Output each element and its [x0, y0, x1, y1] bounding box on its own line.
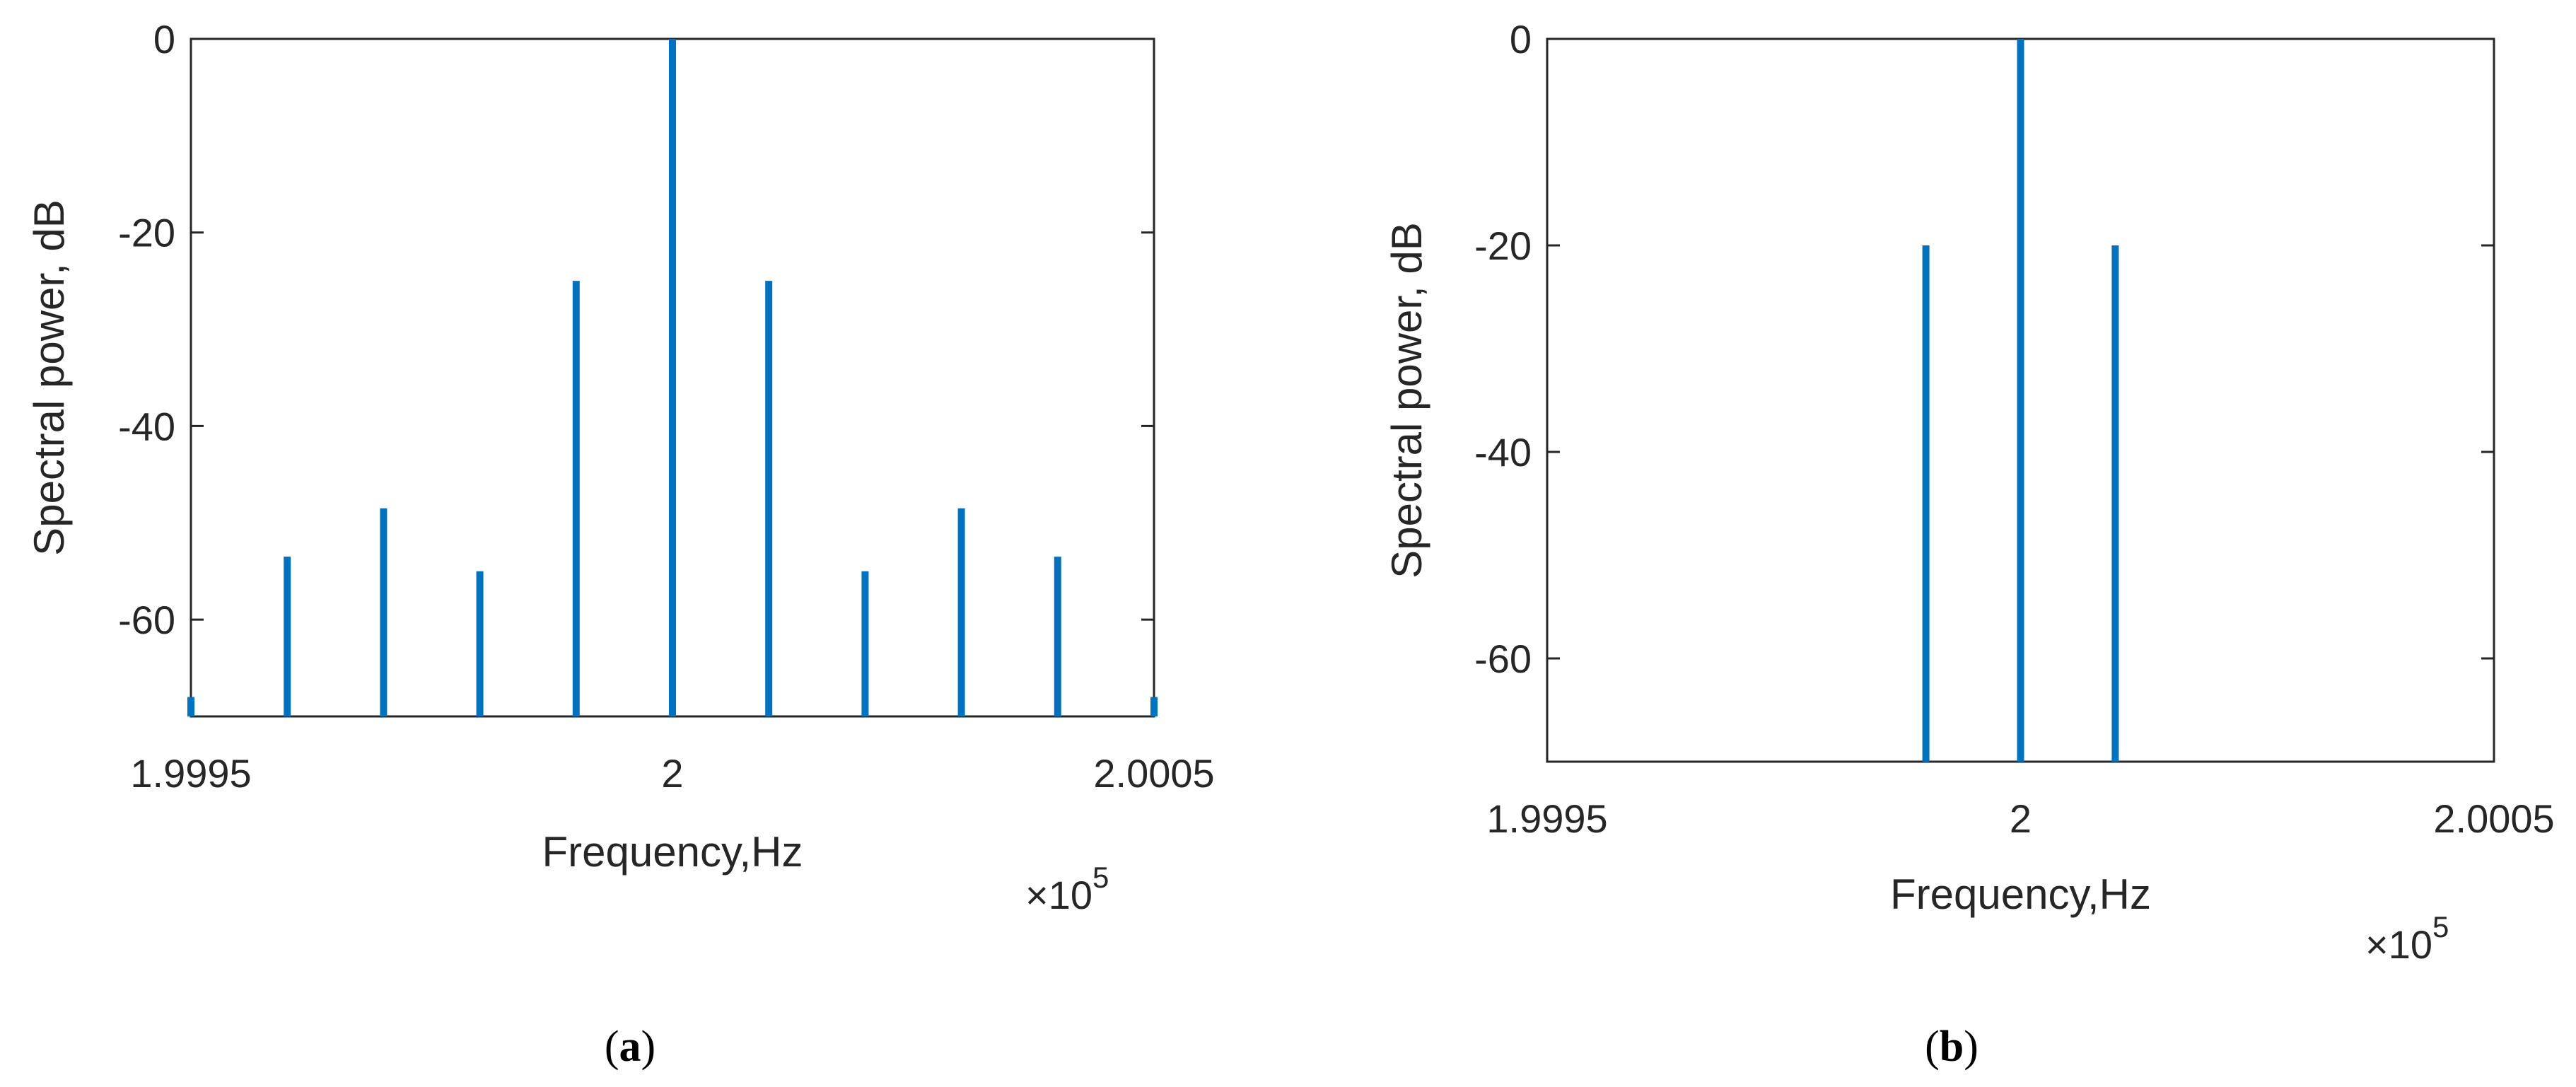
x-tick-label: 1.9995: [1486, 796, 1607, 841]
chart-panel-a: 0 -20 -40 -60 1.9995 2 2.0005 Frequency,Hz Spect…: [25, 17, 1215, 917]
x-tick-label: 2: [2010, 796, 2032, 841]
x-axis-multiplier: ×105: [2365, 910, 2449, 967]
y-tick-label: -60: [1474, 636, 1532, 681]
y-tick-label: -40: [1474, 430, 1532, 475]
y-axis-label: Spectral power, dB: [25, 199, 73, 556]
x-tick-label: 2: [661, 751, 683, 796]
y-tick-label: -20: [118, 211, 175, 255]
x-axis-label: Frequency,Hz: [542, 828, 803, 876]
y-axis-label: Spectral power, dB: [1383, 222, 1430, 579]
panel-caption-b: (b): [1925, 1023, 1978, 1071]
x-tick-label: 2.0005: [1093, 751, 1214, 796]
panel-caption-a: (a): [605, 1023, 655, 1071]
y-tick-label: 0: [153, 17, 175, 62]
x-tick-label: 1.9995: [130, 751, 251, 796]
x-axis-label: Frequency,Hz: [1890, 871, 2151, 918]
y-tick-label: -60: [118, 598, 175, 642]
chart-panel-b: 0 -20 -40 -60 1.9995 2 2.0005 Frequency,Hz Spect…: [1383, 17, 2555, 967]
x-tick-label: 2.0005: [2433, 796, 2554, 841]
x-axis-multiplier: ×105: [1025, 861, 1109, 917]
y-tick-label: 0: [1510, 17, 1532, 62]
y-tick-label: -20: [1474, 223, 1532, 268]
y-tick-label: -40: [118, 404, 175, 448]
